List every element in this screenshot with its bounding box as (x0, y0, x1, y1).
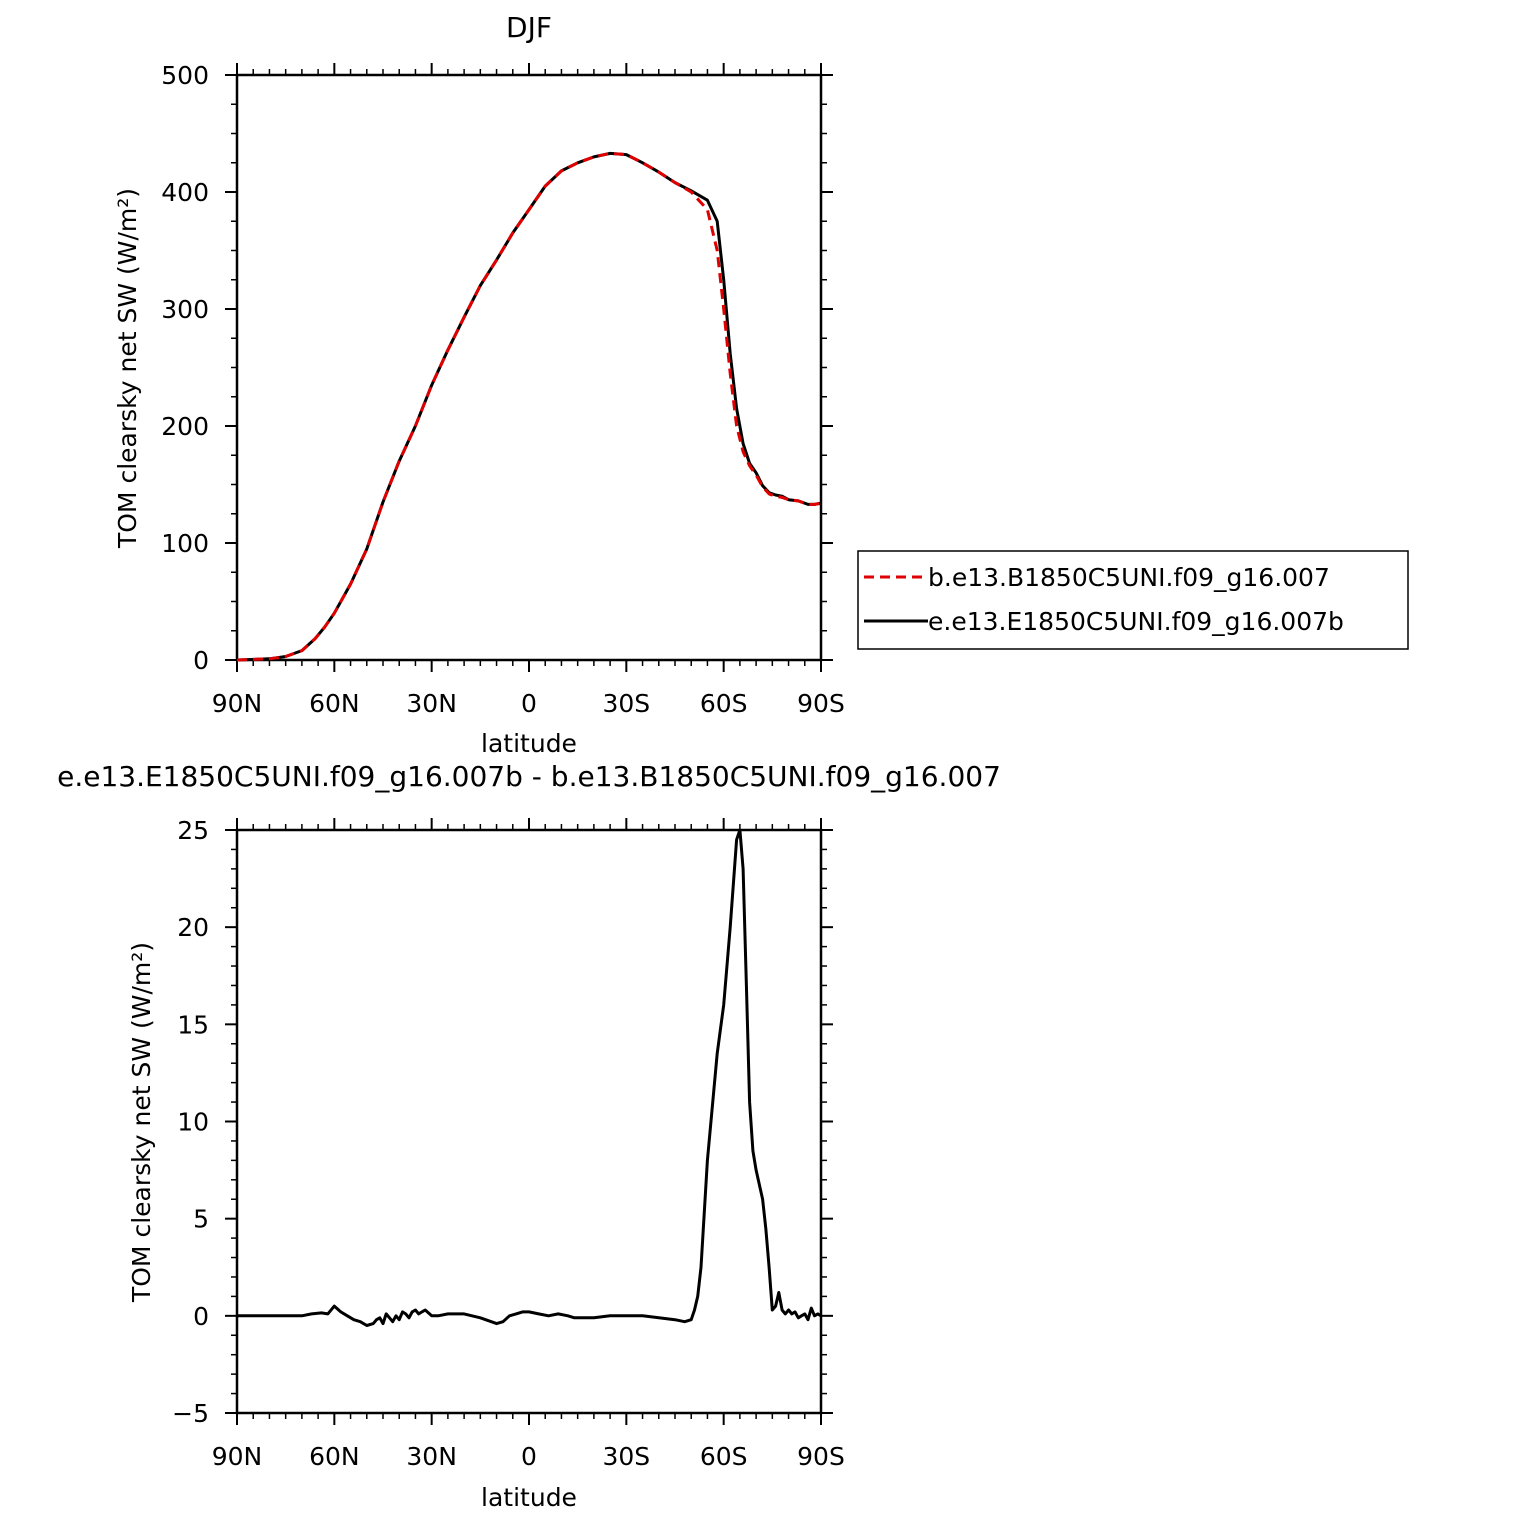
top-y-tick-label: 200 (161, 412, 209, 441)
top-panel: DJF 90N 60N 30N 0 30S 60S 90S0100200300400500 … (113, 11, 1409, 758)
top-y-tick-label: 0 (193, 646, 209, 675)
bottom-y-tick-label: 20 (177, 913, 209, 942)
bottom-plot-area: 90N 60N 30N 0 30S 60S 90S −5 0 5 10 15 20 25 (172, 816, 845, 1471)
top-x-tick-label: 90S (797, 689, 845, 718)
top-y-axis-label: TOM clearsky net SW (W/m²) (113, 188, 142, 549)
top-plot-area: 90N 60N 30N 0 30S 60S 90S 0 100 200 300 400 500 (161, 61, 845, 718)
bottom-y-tick-label: 5 (193, 1205, 209, 1234)
top-x-tick-label: 30N (406, 689, 457, 718)
bottom-x-axis-label: latitude (481, 1483, 577, 1512)
top-series-line-0 (236, 151, 822, 662)
top-x-tick-label: 60S (700, 689, 748, 718)
bottom-panel: e.e13.E1850C5UNI.f09_g16.007b - b.e13.B1… (57, 760, 1001, 1512)
bottom-panel-title: e.e13.E1850C5UNI.f09_g16.007b - b.e13.B1… (57, 760, 1001, 793)
bottom-x-tick-label: 90N (212, 1442, 263, 1471)
bottom-x-tick-label: 90S (797, 1442, 845, 1471)
bottom-x-tick-label: 60N (309, 1442, 360, 1471)
bottom-x-tick-label: 60S (700, 1442, 748, 1471)
bottom-x-tick-label: 30N (406, 1442, 457, 1471)
legend-label-1: e.e13.E1850C5UNI.f09_g16.007b (928, 607, 1344, 636)
bottom-y-tick-label: −5 (172, 1399, 209, 1428)
top-x-axis-label: latitude (481, 729, 577, 758)
top-x-tick-label: 0 (521, 689, 537, 718)
bottom-x-tick-label: 0 (521, 1442, 537, 1471)
bottom-y-tick-label: 10 (177, 1108, 209, 1137)
legend-label-0: b.e13.B1850C5UNI.f09_g16.007 (928, 563, 1330, 592)
top-x-tick-label: 30S (602, 689, 650, 718)
top-y-tick-label: 100 (161, 529, 209, 558)
bottom-x-tick-label: 30S (602, 1442, 650, 1471)
legend-box (857, 550, 1409, 650)
bottom-series-line-0 (237, 828, 822, 1327)
legend: b.e13.B1850C5UNI.f09_g16.007 e.e13.E1850… (857, 550, 1409, 650)
bottom-plot-frame (235, 828, 823, 1415)
bottom-y-tick-label: 0 (193, 1302, 209, 1331)
top-x-tick-label: 90N (212, 689, 263, 718)
top-y-tick-label: 400 (161, 178, 209, 207)
top-plot-frame (235, 73, 823, 662)
bottom-y-axis-label: TOM clearsky net SW (W/m²) (127, 942, 156, 1303)
top-panel-title: DJF (506, 11, 552, 44)
top-x-tick-label: 60N (309, 689, 360, 718)
top-y-tick-label: 300 (161, 295, 209, 324)
bottom-y-tick-label: 15 (177, 1010, 209, 1039)
top-y-tick-label: 500 (161, 61, 209, 90)
bottom-y-tick-label: 25 (177, 816, 209, 845)
